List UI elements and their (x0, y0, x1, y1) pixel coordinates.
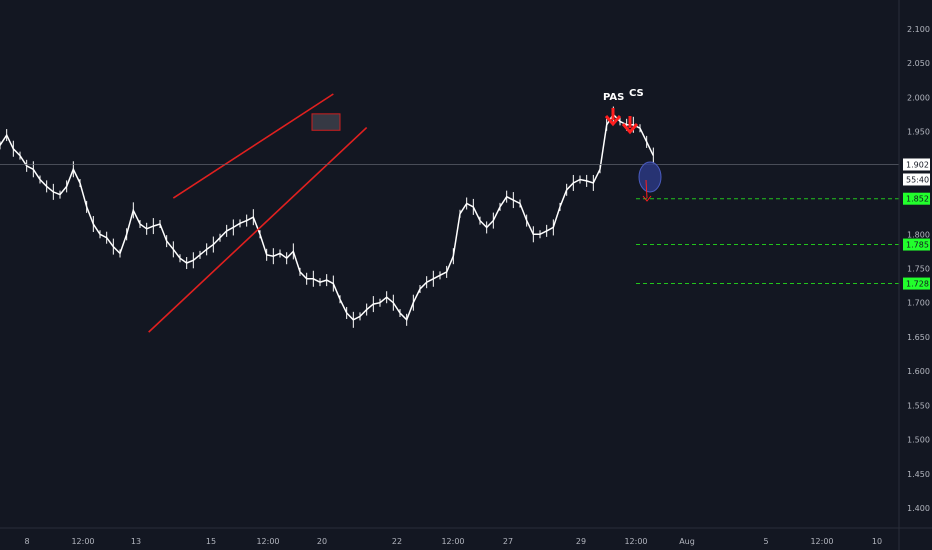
y-tick-label: 1.650 (907, 333, 930, 342)
y-tick-label: 1.400 (907, 504, 930, 513)
time-axis[interactable]: 8 12:00 13 15 12:00 20 22 12:00 27 29 12:00 Aug 5 12:… (24, 537, 882, 546)
arrow-head (621, 123, 639, 135)
target-price-tag: 1.785 (903, 238, 930, 251)
x-tick-label: 27 (503, 537, 513, 546)
x-tick-label: 20 (317, 537, 327, 546)
y-tick-label: 1.450 (907, 470, 930, 479)
price-tag-bg (903, 238, 930, 251)
y-tick-label: 1.500 (907, 436, 930, 445)
x-tick-label: 22 (392, 537, 402, 546)
x-tick-label: 12:00 (810, 537, 833, 546)
y-tick-label: 2.000 (907, 93, 930, 102)
y-tick-label: 1.800 (907, 230, 930, 239)
breakout-circle (638, 161, 662, 193)
price-tag-text: 1.852 (906, 195, 929, 204)
y-tick-label: 2.100 (907, 25, 930, 34)
cs-label: CS (629, 88, 644, 99)
countdown-bg (903, 173, 930, 186)
price-tag-bg (903, 277, 930, 290)
price-line (0, 113, 654, 322)
x-tick-label: 10 (872, 537, 882, 546)
y-tick-label: 1.750 (907, 265, 930, 274)
target-price-tag: 1.852 (903, 192, 930, 205)
y-tick-label: 1.600 (907, 367, 930, 376)
arrow-head (604, 115, 622, 127)
x-tick-label: 15 (206, 537, 216, 546)
breakout-arrow-head (642, 195, 652, 202)
channel-lower-line (148, 126, 368, 333)
x-tick-label: 12:00 (624, 537, 647, 546)
channel-layer (148, 93, 368, 333)
price-axis[interactable]: 2.1002.0502.0001.9501.9001.8501.8001.750… (907, 25, 930, 513)
markers-layer: PAS CS (603, 88, 662, 202)
supply-zone-layer (311, 113, 341, 131)
y-tick-label: 1.950 (907, 128, 930, 137)
price-tags-layer: 1.902 55:40 1.852 1.785 1.728 (903, 158, 930, 290)
price-tag-text: 1.785 (906, 241, 929, 250)
cs-arrow-icon (621, 116, 639, 135)
target-lines-layer (0, 164, 899, 285)
x-tick-label: 12:00 (441, 537, 464, 546)
price-tag-text: 1.902 (906, 160, 929, 169)
x-tick-label: 12:00 (256, 537, 279, 546)
x-tick-label: 5 (763, 537, 768, 546)
price-tag-text: 1.728 (906, 280, 929, 289)
x-tick-label: 12:00 (71, 537, 94, 546)
x-tick-label: 8 (24, 537, 29, 546)
target-price-tag: 1.728 (903, 277, 930, 290)
y-tick-label: 1.550 (907, 401, 930, 410)
price-tag-bg (903, 192, 930, 205)
current-price-tag: 1.902 (903, 158, 930, 171)
breakout-arrow-icon (645, 179, 648, 199)
pas-arrow-icon (604, 108, 622, 127)
x-tick-label: 13 (131, 537, 141, 546)
countdown-text: 55:40 (906, 175, 929, 184)
channel-upper-line (172, 93, 334, 199)
x-tick-label: 29 (576, 537, 586, 546)
supply-zone-box (311, 113, 341, 131)
y-tick-label: 2.050 (907, 59, 930, 68)
y-tick-label: 1.700 (907, 299, 930, 308)
price-tag-bg (903, 158, 930, 171)
x-tick-label: Aug (679, 537, 695, 546)
pas-label: PAS (603, 92, 624, 103)
